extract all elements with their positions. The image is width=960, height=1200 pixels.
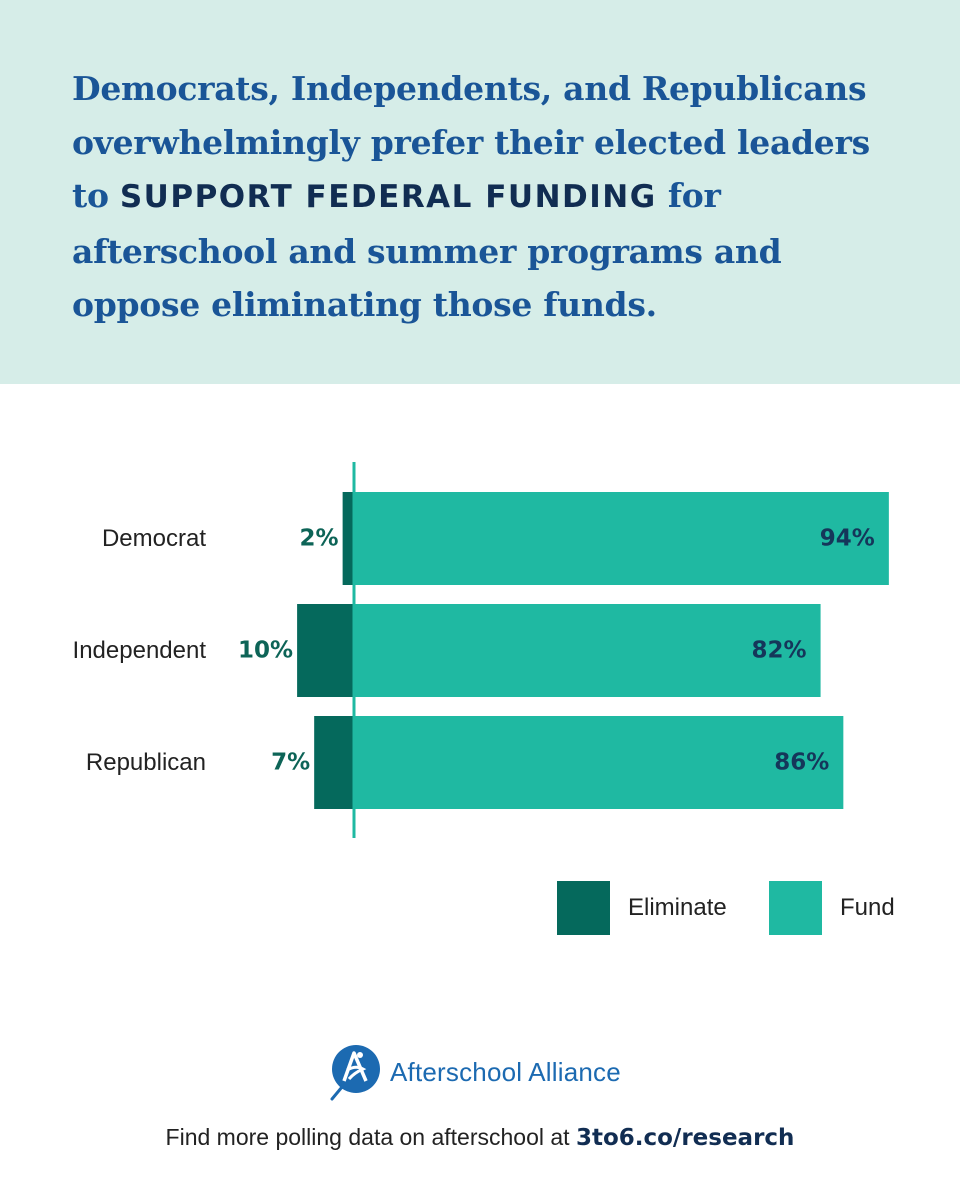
bar-fund-independent (354, 604, 821, 697)
legend-item-eliminate: Eliminate (557, 881, 727, 935)
legend-item-fund: Fund (769, 881, 895, 935)
category-label-independent: Independent (73, 637, 207, 664)
legend-label-eliminate: Eliminate (628, 894, 727, 921)
footer-link[interactable]: 3to6.co/research (575, 1125, 795, 1151)
bar-chart: Democrat 2% 94% Independent 10% 82% Republican… (0, 440, 960, 860)
legend-swatch-eliminate (557, 881, 610, 935)
data-label-fund-democrat: 94% (820, 526, 875, 552)
afterschool-alliance-logo-icon (330, 1045, 380, 1101)
bar-fund-democrat (354, 492, 889, 585)
data-label-fund-republican: 86% (774, 750, 829, 776)
legend-swatch-fund (769, 881, 822, 935)
headline: Democrats, Independents, and Republicans… (72, 62, 912, 332)
data-label-eliminate-independent: 10% (238, 638, 293, 664)
headline-text-start: Democrats, Independents, and Republicans… (72, 69, 870, 215)
bar-eliminate-republican (314, 716, 354, 809)
bar-fund-republican (354, 716, 844, 809)
category-label-democrat: Democrat (102, 525, 206, 552)
data-label-fund-independent: 82% (752, 638, 807, 664)
category-label-republican: Republican (86, 749, 206, 776)
bar-eliminate-democrat (342, 492, 354, 585)
data-label-eliminate-democrat: 2% (300, 526, 339, 552)
footer-text: Find more polling data on afterschool at (165, 1124, 576, 1150)
data-label-eliminate-republican: 7% (271, 750, 310, 776)
bar-eliminate-independent (297, 604, 354, 697)
header-banner: Democrats, Independents, and Republicans… (0, 0, 960, 384)
footer-note: Find more polling data on afterschool at… (0, 1124, 960, 1151)
headline-emphasis: SUPPORT FEDERAL FUNDING (119, 179, 657, 215)
bar-chart-svg: Democrat 2% 94% Independent 10% 82% Republican… (73, 462, 889, 838)
brand-logo[interactable]: Afterschool Alliance (330, 1043, 621, 1101)
headline-text-end: for afterschool and summer programs and … (72, 176, 782, 324)
legend-label-fund: Fund (840, 894, 895, 921)
brand-name: Afterschool Alliance (390, 1056, 621, 1087)
